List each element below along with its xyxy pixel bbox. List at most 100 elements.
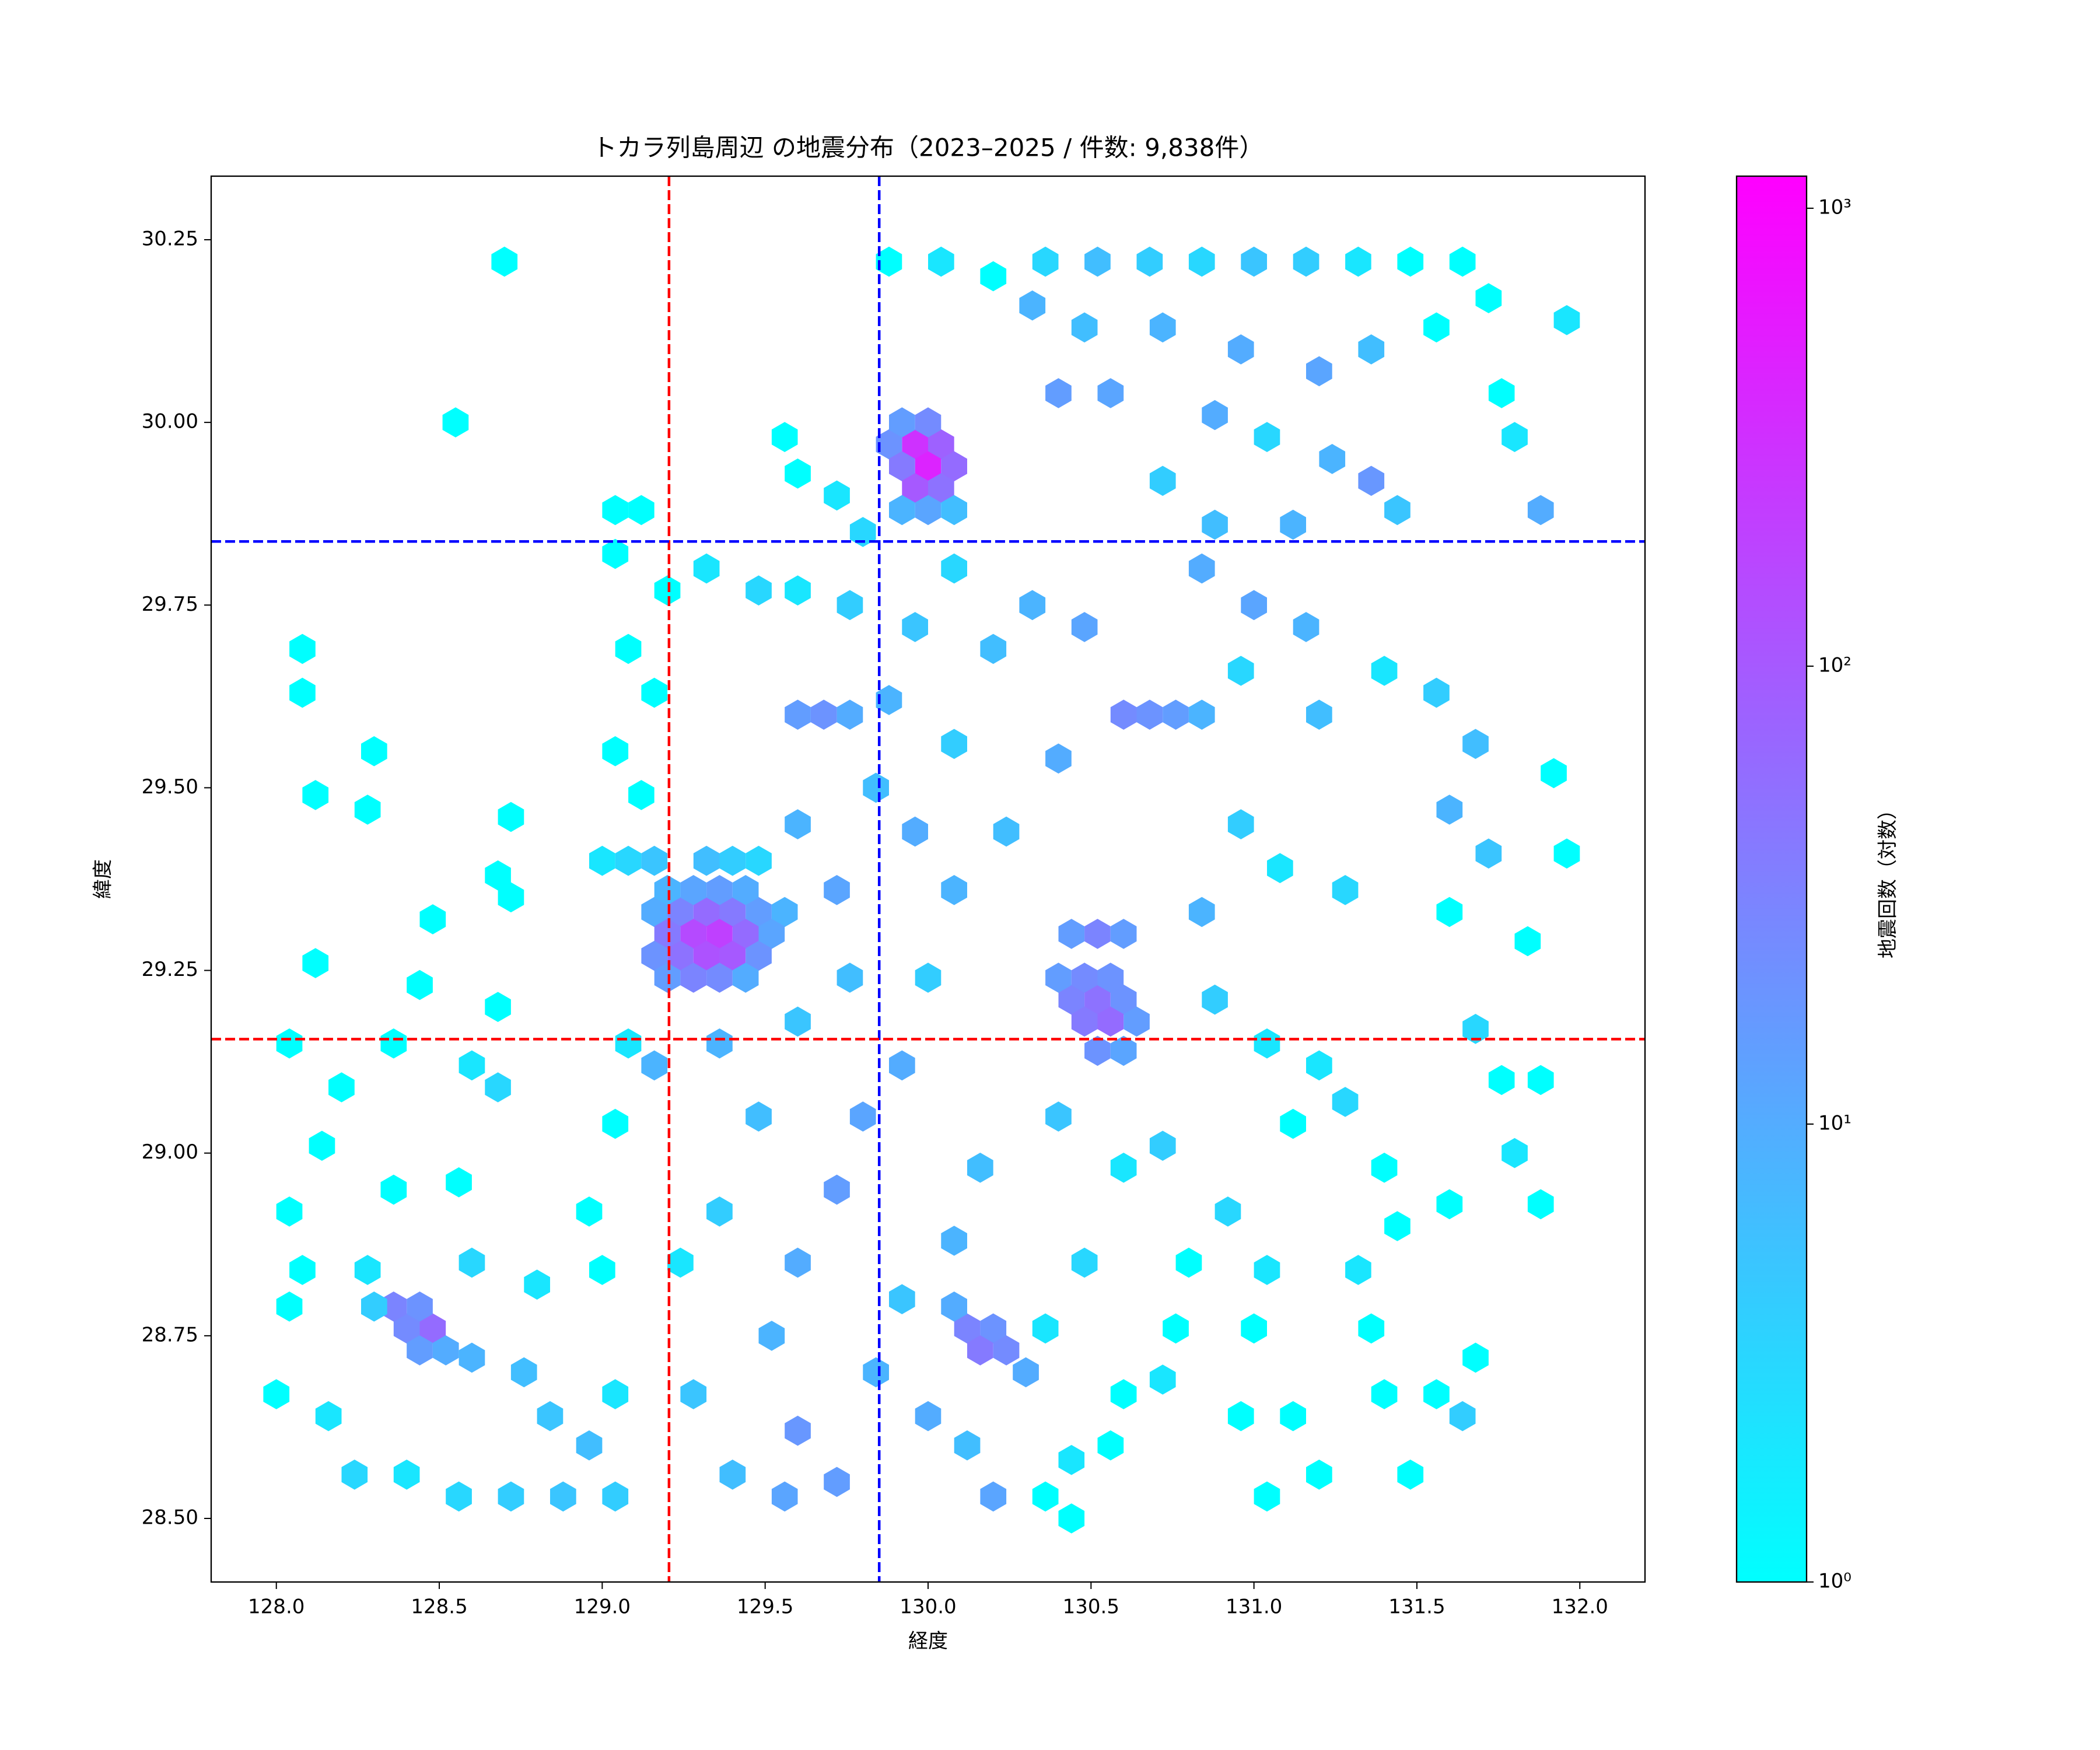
hex-cell [1084, 984, 1111, 1015]
hex-cell [706, 1028, 733, 1059]
hex-cell [442, 407, 469, 438]
colorbar [1735, 175, 1808, 1583]
hex-cell [1397, 246, 1424, 277]
hex-cell [1254, 1255, 1280, 1285]
y-axis-label: 緯度 [92, 859, 115, 899]
hex-cell [836, 590, 863, 621]
y-tick-label: 29.75 [142, 593, 198, 616]
hex-cell [1280, 509, 1306, 540]
hex-cell [341, 1460, 368, 1490]
hex-cell [1462, 1014, 1489, 1044]
hex-cell [576, 1430, 603, 1461]
hex-cell [1553, 305, 1580, 335]
hex-cell [1071, 612, 1098, 642]
hex-cell [1306, 356, 1332, 387]
hex-cell [459, 1050, 485, 1081]
hex-cell [1332, 875, 1359, 905]
hex-cell [889, 1050, 915, 1081]
hex-cell [459, 1342, 485, 1373]
hex-cell [1058, 984, 1085, 1015]
hex-cell [537, 1401, 564, 1432]
hex-cell [263, 1379, 290, 1409]
hex-cell [1502, 422, 1528, 452]
hex-cell [1475, 283, 1502, 313]
hex-cell [706, 1196, 733, 1227]
hex-cell [849, 1101, 876, 1132]
hex-cell [1227, 656, 1254, 686]
colorbar-tick-label: 10² [1818, 653, 1852, 677]
hex-cell [1110, 1035, 1137, 1066]
hex-cell [980, 1313, 1007, 1344]
hex-cell [1541, 758, 1567, 789]
hex-cell [446, 1481, 472, 1512]
hex-cell [1188, 553, 1215, 584]
hex-cell [498, 882, 524, 913]
hex-cell [1097, 378, 1124, 408]
hex-cell [1019, 590, 1046, 621]
hex-cell [1241, 590, 1267, 621]
hex-cell [1293, 246, 1320, 277]
hex-cell [849, 517, 876, 547]
hex-cell [576, 1196, 603, 1227]
hex-cell [928, 429, 954, 460]
hex-cell [602, 736, 629, 766]
hex-cell [680, 1379, 707, 1409]
hex-cell [1332, 1087, 1359, 1117]
hex-cell [693, 845, 720, 876]
hex-cell [1045, 1101, 1072, 1132]
hex-cell [1084, 919, 1111, 949]
hex-cell [667, 940, 694, 971]
hex-cell [680, 919, 707, 949]
hex-cell [1097, 963, 1124, 993]
hex-cell [902, 429, 928, 460]
hex-cell [889, 1284, 915, 1314]
hex-cell [628, 780, 654, 810]
hex-cell [1045, 378, 1072, 408]
hex-cell [446, 1167, 472, 1198]
hex-cell [1527, 1189, 1554, 1220]
x-tick-label: 129.5 [737, 1595, 793, 1619]
hex-cell [1032, 246, 1059, 277]
hex-cell [785, 809, 811, 839]
hex-cell [1202, 400, 1228, 430]
hex-cell [1254, 1028, 1280, 1059]
x-tick-label: 131.0 [1226, 1595, 1282, 1619]
hex-cell [1423, 312, 1450, 343]
hex-cell [746, 897, 772, 928]
hex-cell [1163, 1313, 1189, 1344]
hex-cell [1462, 729, 1489, 760]
hex-cell [1527, 495, 1554, 526]
hex-cell [654, 575, 681, 606]
hex-cell [1371, 1379, 1398, 1409]
hex-cell [1436, 794, 1463, 825]
hex-cell [1358, 466, 1385, 496]
hex-cell [941, 1226, 967, 1256]
hex-cell [419, 1313, 446, 1344]
hex-cell [1384, 1211, 1410, 1241]
hex-cell [785, 575, 811, 606]
hex-cell [836, 699, 863, 730]
y-tick-label: 28.50 [142, 1506, 198, 1530]
hex-cell [746, 1101, 772, 1132]
hex-cell [1345, 1255, 1371, 1285]
hex-cell [1019, 290, 1046, 321]
hex-cell [1384, 495, 1410, 526]
x-tick-label: 131.5 [1388, 1595, 1445, 1619]
hex-cell [746, 575, 772, 606]
hex-cell [1358, 1313, 1385, 1344]
colorbar-tick-label: 10⁰ [1818, 1570, 1852, 1593]
hex-cell [719, 845, 746, 876]
hex-cell [693, 940, 720, 971]
hex-cell [876, 246, 902, 277]
hex-cell [615, 1028, 642, 1059]
hex-cell [1188, 897, 1215, 928]
hex-cell [309, 1130, 335, 1161]
hex-cell [361, 736, 387, 766]
hex-cell [589, 1255, 615, 1285]
hex-cell [1423, 677, 1450, 708]
hex-cell [941, 1292, 967, 1322]
hex-cell [510, 1357, 537, 1388]
x-axis-label: 経度 [908, 1630, 948, 1653]
hex-cell [954, 1430, 981, 1461]
hex-cell [276, 1196, 303, 1227]
